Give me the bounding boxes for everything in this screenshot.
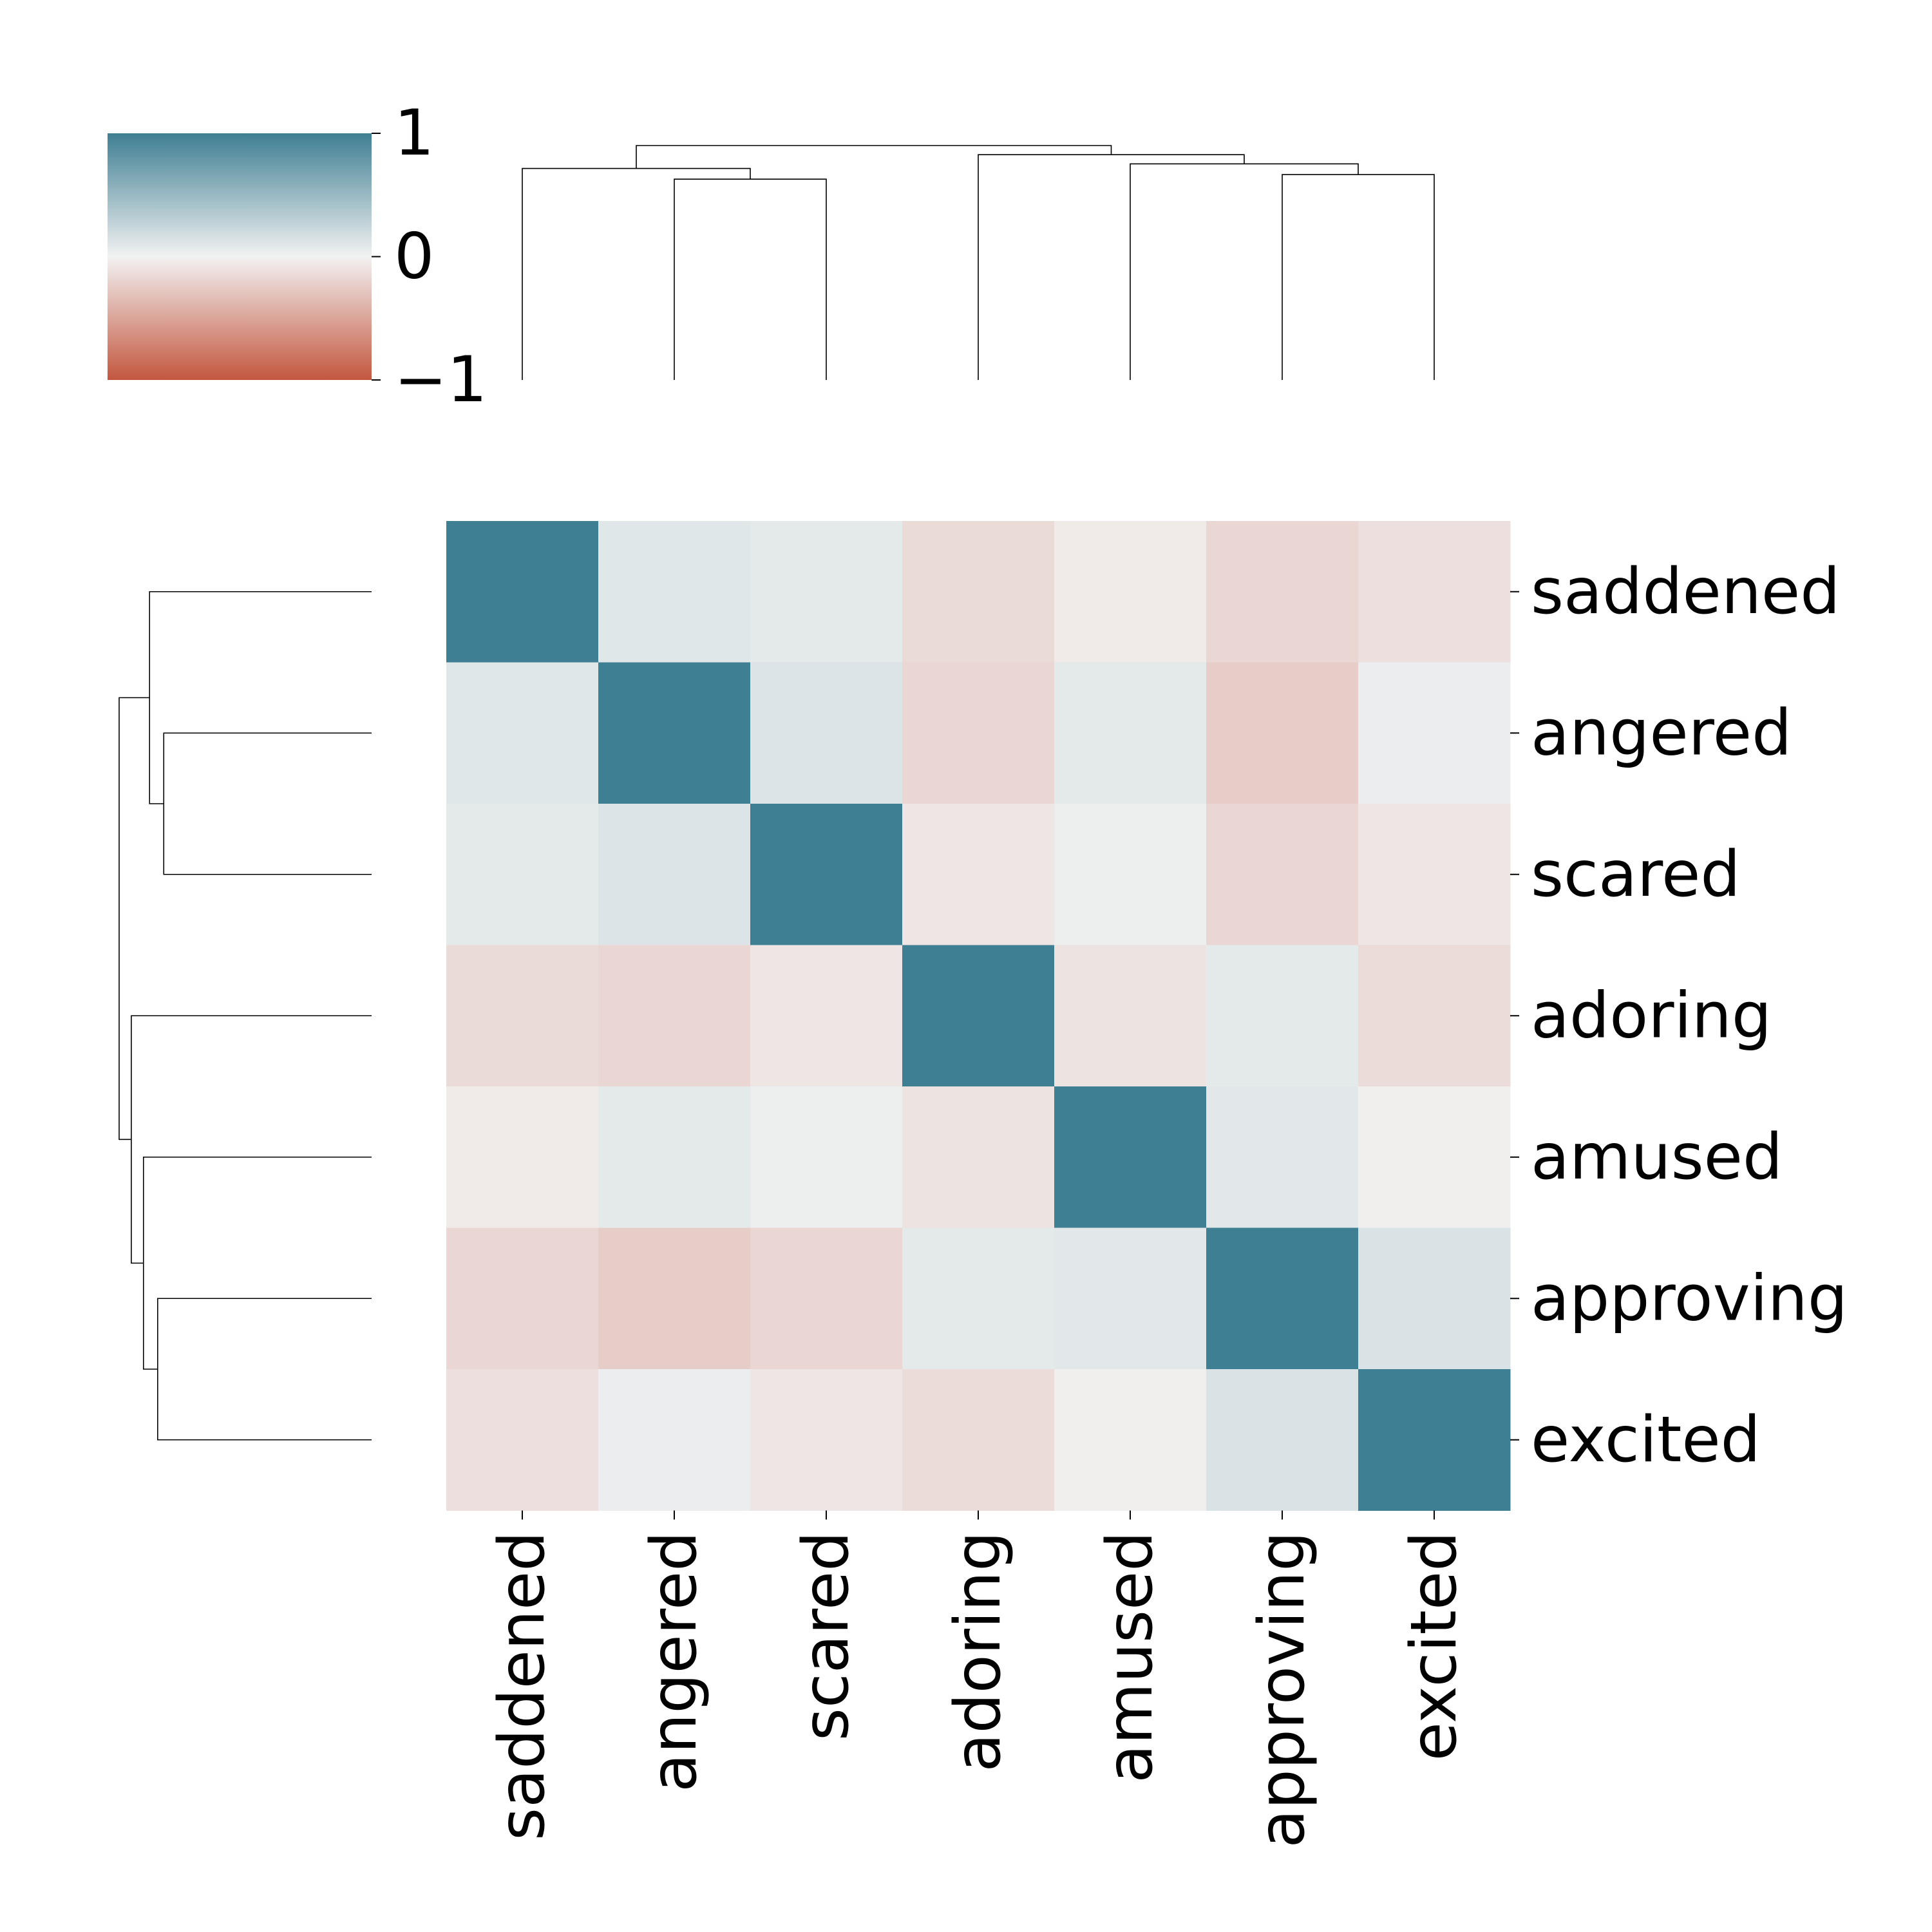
heatmap-grid (446, 521, 1511, 1511)
heatmap-cell-approving-adoring (902, 1227, 1055, 1370)
heatmap-cell-adoring-angered (598, 945, 751, 1087)
row-label-approving: approving (1531, 1262, 1848, 1335)
heatmap-cell-angered-excited (1358, 662, 1511, 804)
column-dendrogram-link-2 (1130, 163, 1359, 380)
heatmap-cell-amused-amused (1054, 1086, 1207, 1228)
colorbar: 1 0 −1 (108, 97, 487, 417)
heatmap-cell-saddened-adoring (902, 521, 1055, 663)
heatmap-cell-excited-saddened (446, 1369, 599, 1511)
col-label-scared: scared (790, 1531, 863, 1741)
heatmap-cell-amused-adoring (902, 1086, 1055, 1228)
col-label-amused: amused (1094, 1531, 1167, 1783)
heatmap-cell-approving-scared (750, 1227, 903, 1370)
heatmap-cell-saddened-angered (598, 521, 751, 663)
heatmap-cell-excited-excited (1358, 1369, 1511, 1511)
heatmap-cell-adoring-amused (1054, 945, 1207, 1087)
heatmap-cell-approving-angered (598, 1227, 751, 1370)
heatmap-cell-excited-approving (1206, 1369, 1359, 1511)
row-label-angered: angered (1531, 696, 1792, 770)
row-dendrogram-link-3 (149, 591, 372, 804)
heatmap-cell-saddened-amused (1054, 521, 1207, 663)
colorbar-tick-label-0: 1 (394, 97, 434, 170)
heatmap-cell-approving-excited (1358, 1227, 1511, 1370)
heatmap-cell-approving-amused (1054, 1227, 1207, 1370)
row-label-saddened: saddened (1531, 555, 1840, 629)
heatmap-cell-adoring-adoring (902, 945, 1055, 1087)
heatmap-cell-saddened-scared (750, 521, 903, 663)
column-tick-labels: saddened angered scared adoring amused approv… (486, 1510, 1471, 1848)
heatmap-cell-angered-approving (1206, 662, 1359, 804)
row-label-excited: excited (1531, 1403, 1761, 1477)
heatmap-cell-approving-approving (1206, 1227, 1359, 1370)
col-label-adoring: adoring (942, 1531, 1015, 1772)
heatmap-cell-amused-excited (1358, 1086, 1511, 1228)
heatmap-cell-amused-scared (750, 1086, 903, 1228)
heatmap-cell-scared-angered (598, 804, 751, 945)
heatmap-cell-angered-amused (1054, 662, 1207, 804)
row-dendrogram-link-2 (142, 1156, 372, 1370)
heatmap-cell-excited-scared (750, 1369, 903, 1511)
col-label-saddened: saddened (486, 1531, 559, 1841)
row-dendrogram (118, 591, 372, 1441)
row-label-scared: scared (1531, 838, 1741, 911)
heatmap-cell-amused-approving (1206, 1086, 1359, 1228)
heatmap-cell-excited-amused (1054, 1369, 1207, 1511)
colorbar-tick-label-1: 0 (394, 220, 434, 294)
heatmap-cell-scared-adoring (902, 804, 1055, 945)
row-dendrogram-link-0 (163, 732, 372, 875)
row-label-adoring: adoring (1531, 979, 1772, 1052)
heatmap-cell-amused-saddened (446, 1086, 599, 1228)
col-label-approving: approving (1245, 1531, 1319, 1848)
colorbar-ticks: 1 0 −1 (372, 97, 487, 417)
heatmap-cell-angered-adoring (902, 662, 1055, 804)
heatmap-cell-angered-saddened (446, 662, 599, 804)
heatmap-cell-amused-angered (598, 1086, 751, 1228)
column-dendrogram-link-5 (636, 145, 1112, 169)
heatmap-cell-saddened-approving (1206, 521, 1359, 663)
heatmap-cell-scared-excited (1358, 804, 1511, 945)
heatmap-cell-scared-approving (1206, 804, 1359, 945)
heatmap-cell-scared-saddened (446, 804, 599, 945)
colorbar-tick-label-2: −1 (394, 343, 487, 417)
row-dendrogram-link-5 (118, 697, 150, 1141)
heatmap-cell-adoring-excited (1358, 945, 1511, 1087)
row-label-amused: amused (1531, 1121, 1783, 1194)
heatmap-cell-excited-angered (598, 1369, 751, 1511)
heatmap-cell-scared-amused (1054, 804, 1207, 945)
row-dendrogram-link-4 (131, 1015, 372, 1264)
column-dendrogram-link-3 (522, 167, 751, 380)
heatmap-cell-approving-saddened (446, 1227, 599, 1370)
column-dendrogram-link-0 (674, 178, 827, 380)
heatmap-cell-adoring-saddened (446, 945, 599, 1087)
heatmap-cell-saddened-saddened (446, 521, 599, 663)
column-dendrogram-link-4 (978, 154, 1245, 380)
column-dendrogram (522, 145, 1435, 380)
heatmap-cell-adoring-approving (1206, 945, 1359, 1087)
heatmap-cell-angered-scared (750, 662, 903, 804)
heatmap-cell-scared-scared (750, 804, 903, 945)
heatmap-cell-saddened-excited (1358, 521, 1511, 663)
heatmap-cell-angered-angered (598, 662, 751, 804)
col-label-excited: excited (1397, 1531, 1471, 1761)
heatmap-cell-excited-adoring (902, 1369, 1055, 1511)
col-label-angered: angered (638, 1531, 711, 1792)
row-tick-labels: saddened angered scared adoring amused approv… (1510, 555, 1848, 1477)
column-dendrogram-link-1 (1282, 174, 1435, 380)
heatmap-cell-adoring-scared (750, 945, 903, 1087)
row-dendrogram-link-1 (157, 1298, 372, 1441)
colorbar-gradient (108, 133, 372, 380)
